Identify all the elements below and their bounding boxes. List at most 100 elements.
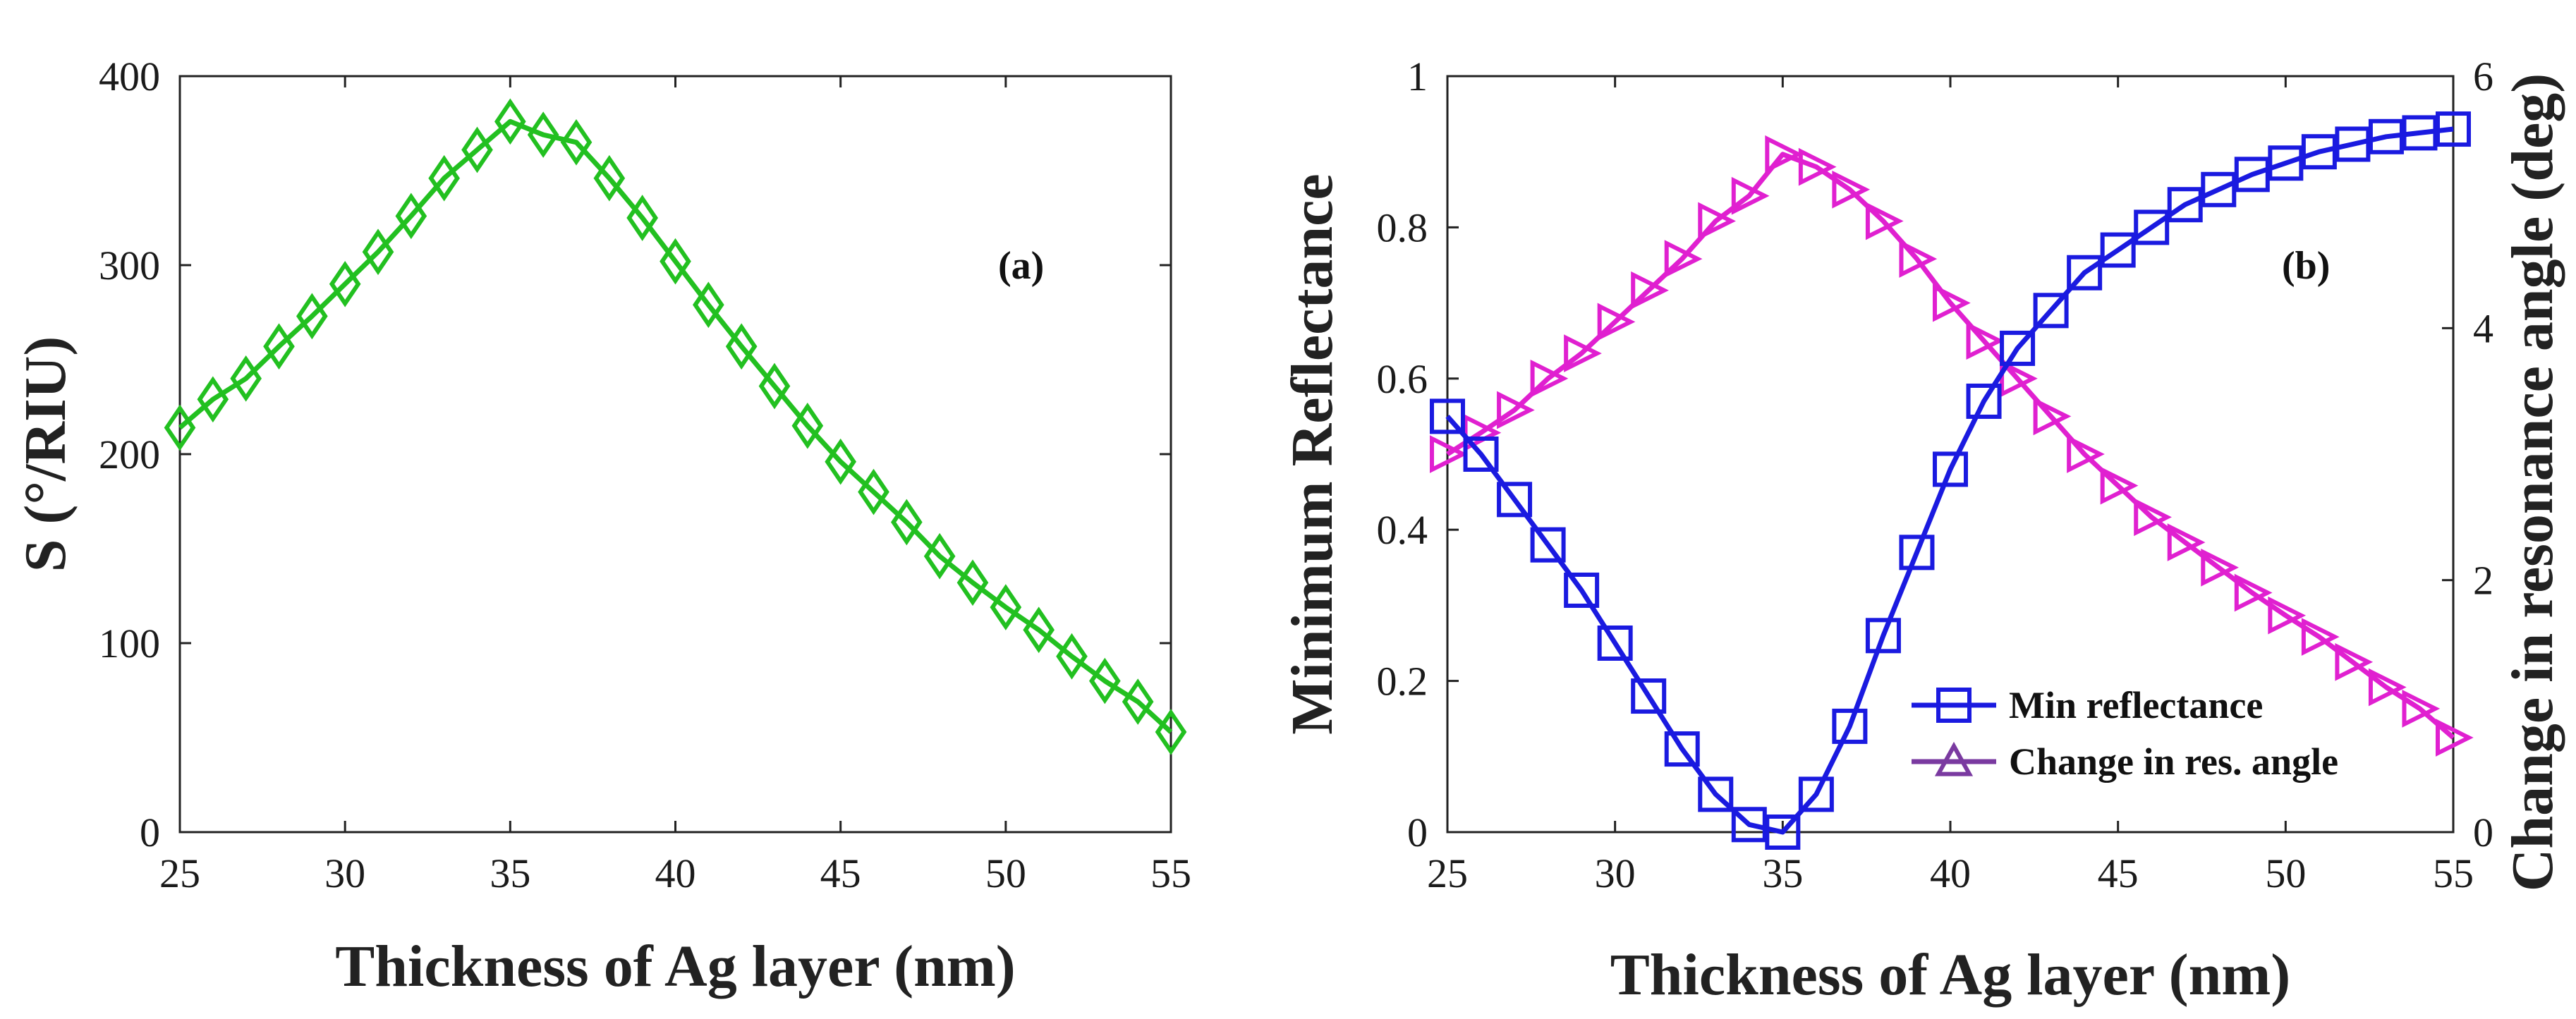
panel-b-x-axis-label: Thickness of Ag layer (nm) <box>1610 942 2290 1008</box>
panel-b-reflectance-point <box>1865 618 1901 654</box>
panel-b-x-tick-label: 50 <box>2265 850 2306 896</box>
panel-b-reflectance-point <box>1899 535 1935 570</box>
panel-b-right-y-tick-label: 6 <box>2473 54 2493 99</box>
panel-b-reflectance-point <box>2335 126 2371 162</box>
panel-b-right-y-tick-label: 2 <box>2473 558 2493 604</box>
panel-b-reflectance-point <box>2033 293 2069 329</box>
panel-b-reflectance-point <box>2000 330 2036 366</box>
panel-b-angle-point <box>2167 523 2206 561</box>
panel-a-s-point <box>461 126 493 173</box>
panel-b-left-y-tick-label: 1 <box>1407 54 1428 99</box>
legend-angle-marker <box>1934 741 1974 776</box>
panel-b-right-y-axis-label: Change in resonance angle (deg) <box>2500 73 2565 891</box>
panel-a-s-point <box>693 281 724 329</box>
panel-b-reflectance-point <box>1530 527 1566 563</box>
panel-a-x-tick-label: 45 <box>820 850 861 896</box>
panel-a-s-point <box>1023 606 1055 654</box>
panel-b-angle-point <box>2335 642 2374 681</box>
panel-b-x-tick-label: 35 <box>1762 850 1803 896</box>
panel-a-s-point <box>1056 633 1088 680</box>
panel-b-angle-point <box>2402 690 2441 728</box>
panel-b-angle-line <box>1446 152 2455 740</box>
panel-a-s-point <box>560 118 593 166</box>
panel-b-reflectance-point <box>1430 398 1465 434</box>
panel-a-s-point <box>725 323 758 370</box>
panel-b-reflectance-point <box>2134 209 2170 245</box>
panel-b-angle-point <box>1798 147 1837 186</box>
legend-reflectance-symbol <box>1912 688 1996 723</box>
panel-a-s-point <box>362 228 394 276</box>
legend-reflectance-label: Min reflectance <box>2009 684 2263 726</box>
panel-a-s-point <box>891 499 923 546</box>
panel-a-x-axis-label: Thickness of Ag layer (nm) <box>335 934 1015 999</box>
panel-b-left-y-tick-label: 0 <box>1407 810 1428 855</box>
panel-b-reflectance-point <box>2436 111 2471 147</box>
panel-b-reflectance-point <box>1832 708 1868 744</box>
panel-b-x-tick-label: 25 <box>1427 850 1468 896</box>
legend-angle-symbol <box>1912 741 1996 776</box>
panel-b-x-tick-label: 55 <box>2433 850 2474 896</box>
panel-b-reflectance-point <box>2402 115 2438 151</box>
panel-b-angle-point <box>2268 596 2307 635</box>
panel-a-x-tick-label: 30 <box>324 850 365 896</box>
panel-a-s-point <box>758 362 791 410</box>
panel-a-s-point <box>428 154 460 202</box>
panel-b-angle-point <box>2000 359 2038 398</box>
panel-a-s-point <box>494 98 526 145</box>
panel-a-x-tick-label: 40 <box>655 850 696 896</box>
panel-a-s-point <box>527 111 559 158</box>
panel-b-reflectance-point <box>1698 776 1734 812</box>
panel-b-reflectance-point <box>1765 814 1801 850</box>
panel-b-angle-point <box>2368 668 2407 707</box>
panel-b-reflectance-point <box>1664 731 1700 767</box>
panel-b-x-tick-label: 45 <box>2098 850 2139 896</box>
panel-a-s-point <box>956 559 989 606</box>
panel-a-chart: 25 30 35 40 45 50 55 0 100 200 300 400 (a) Thicknes… <box>13 54 1191 999</box>
legend-angle-label: Change in res. angle <box>2009 740 2338 783</box>
panel-b-reflectance-point <box>2368 118 2404 154</box>
panel-b-angle-point <box>2134 498 2172 537</box>
panel-a-s-point <box>626 195 658 241</box>
panel-a-s-point <box>660 238 691 285</box>
panel-a-left-y-tick-label: 200 <box>99 432 160 477</box>
panel-b-reflectance-point <box>1564 572 1600 608</box>
panel-b-angle-point <box>1597 303 1636 341</box>
panel-a-s-point <box>923 532 956 580</box>
panel-b-angle-point <box>2100 466 2139 505</box>
panel-b-angle-point <box>1530 359 1569 398</box>
panel-a-s-point <box>164 404 196 451</box>
panel-a-s-point <box>1155 709 1187 755</box>
panel-b-reflectance-point <box>1966 383 2002 419</box>
panel-a-s-point <box>263 323 295 370</box>
panel-b-angle-point <box>2436 719 2474 757</box>
panel-a-s-point <box>1089 657 1121 704</box>
panel-a-s-point <box>230 355 262 402</box>
panel-b-series <box>1430 111 2474 850</box>
panel-a-x-tick-label: 25 <box>159 850 200 896</box>
panel-b-angle-point <box>1497 391 1535 429</box>
panel-b-angle-point <box>2301 618 2340 656</box>
panel-b-angle-point <box>2201 548 2239 587</box>
panel-b-reflectance-point <box>1798 776 1834 812</box>
panel-b-angle-point <box>1933 283 1971 322</box>
panel-a-x-tick-label: 35 <box>490 850 530 896</box>
panel-a-y-axis-label: S (°/RIU) <box>13 336 78 573</box>
panel-b-reflectance-point <box>1463 437 1499 472</box>
panel-b-left-y-axis-label: Minimum Reflectance <box>1280 173 1345 734</box>
panel-a-s-point <box>791 402 824 449</box>
panel-b-reflectance-point <box>2201 171 2237 207</box>
panel-b-label: (b) <box>2282 244 2330 288</box>
panel-b-reflectance-point <box>1497 482 1533 518</box>
panel-a-left-y-tick-label: 100 <box>99 621 160 666</box>
panel-a-s-point <box>329 260 361 307</box>
panel-b-legend: Min reflectance Change in res. angle <box>1912 684 2338 783</box>
panel-b-right-y-tick-label: 0 <box>2473 810 2493 855</box>
panel-a-label: (a) <box>998 244 1044 288</box>
panel-b-reflectance-point <box>2234 157 2270 193</box>
panel-b-angle-point <box>1631 271 1669 310</box>
panel-b-angle-point <box>2067 435 2105 473</box>
panel-b-right-y-tick-label: 4 <box>2473 305 2493 351</box>
panel-b-reflectance-point <box>1731 807 1767 843</box>
